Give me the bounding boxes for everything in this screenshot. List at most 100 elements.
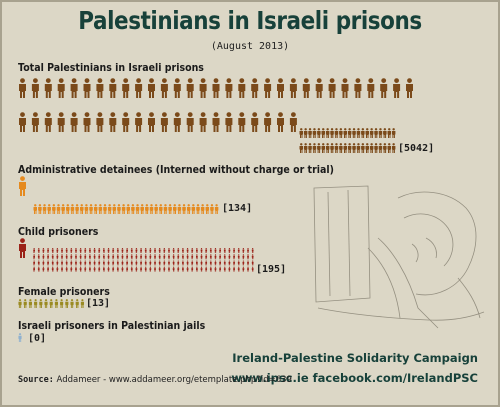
campaign-links[interactable]: www.ipsc.ie facebook.com/IrelandPSC <box>231 371 478 385</box>
person-icon-administrative-small <box>186 204 191 214</box>
person-icon-child-small <box>149 266 152 272</box>
person-icon-child-small <box>33 254 35 260</box>
person-icon-child-small <box>130 260 133 266</box>
person-icon-child-small <box>103 254 105 260</box>
person-icon-child-small <box>84 266 87 272</box>
person-icon-total-small <box>347 143 352 153</box>
person-icon-total-small <box>334 143 339 153</box>
person-icon-female <box>44 299 48 308</box>
person-icon-child-small <box>182 248 184 253</box>
person-icon-child-small <box>228 254 231 260</box>
person-icon-child-small <box>223 248 226 253</box>
person-icon-child-small <box>84 254 87 260</box>
person-icon-total <box>83 78 91 98</box>
person-icon-administrative-small <box>200 204 205 214</box>
person-icon-child-small <box>112 254 115 260</box>
person-icon-child <box>19 238 26 258</box>
person-icon-child-small <box>42 248 45 253</box>
person-icon-total <box>96 112 104 132</box>
person-icon-child-small <box>177 248 180 253</box>
person-icon-child-small <box>79 254 82 260</box>
person-icon-total <box>406 78 413 98</box>
person-icon-child-small <box>177 260 180 266</box>
person-icon-child-small <box>79 266 82 272</box>
person-icon-total-small <box>334 128 339 138</box>
person-icon-child-small <box>70 266 73 272</box>
person-icon-child-small <box>79 248 82 253</box>
person-icon-total <box>380 78 388 98</box>
section-label-administrative: Administrative detainees (Interned witho… <box>18 164 334 176</box>
person-icon-child-small <box>103 266 105 272</box>
person-icon-administrative-small <box>131 204 135 214</box>
person-icon-child-small <box>65 260 68 266</box>
person-icon-child-small <box>65 254 68 260</box>
person-icon-administrative-small <box>52 204 56 214</box>
person-icon-total-small <box>361 143 365 153</box>
person-icon-total <box>160 78 168 98</box>
person-icon-administrative-small <box>154 204 158 214</box>
person-icon-child-small <box>42 266 45 272</box>
person-icon-administrative-small <box>89 204 93 214</box>
person-icon-child-small <box>163 260 166 266</box>
person-icon-child-small <box>168 260 170 266</box>
person-icon-female <box>54 299 58 308</box>
person-icon-child-small <box>121 266 124 272</box>
person-icon-administrative-small <box>163 204 168 214</box>
person-icon-child-small <box>158 248 161 253</box>
person-icon-child-small <box>140 248 142 253</box>
person-icon-total <box>367 78 375 98</box>
person-icon-total <box>19 78 26 98</box>
person-icon-administrative-small <box>84 204 89 214</box>
person-icon-child-small <box>154 266 156 272</box>
person-icon-administrative-small <box>182 204 186 214</box>
person-icon-total <box>96 78 104 98</box>
person-icon-child-small <box>196 254 198 260</box>
person-icon-child-small <box>84 260 87 266</box>
person-icon-child-small <box>98 248 101 253</box>
person-icon-child-small <box>140 266 142 272</box>
person-icon-total-small <box>308 128 312 138</box>
person-icon-female <box>60 299 64 308</box>
person-icon-total-small <box>303 143 308 153</box>
person-icon-female <box>34 299 38 308</box>
person-icon-child-small <box>214 266 217 272</box>
person-icon-total <box>160 112 168 132</box>
person-icon-child-small <box>209 248 212 253</box>
person-icon-child-small <box>237 254 240 260</box>
person-icon-child-small <box>196 260 198 266</box>
person-icon-total <box>289 112 297 132</box>
person-icon-total-small <box>391 143 396 153</box>
person-icon-child-small <box>144 248 147 253</box>
person-icon-child-small <box>149 248 152 253</box>
person-icon-total-small <box>317 143 321 153</box>
person-icon-administrative-small <box>168 204 172 214</box>
person-icon-child-small <box>191 260 194 266</box>
person-icon-child-small <box>247 260 249 266</box>
person-icon-child-small <box>98 254 101 260</box>
person-icon-child-small <box>103 248 105 253</box>
person-icon-administrative-small <box>66 204 70 214</box>
person-icon-child-small <box>219 248 221 253</box>
person-icon-child-small <box>47 260 49 266</box>
person-icon-total <box>70 78 78 98</box>
person-icon-child-small <box>51 266 54 272</box>
person-icon-child-small <box>65 248 68 253</box>
person-icon-total <box>109 112 117 132</box>
person-icon-child-small <box>163 266 166 272</box>
person-icon-child-small <box>196 266 198 272</box>
section-label-total: Total Palestinians in Israeli prisons <box>18 62 204 74</box>
person-icon-total-small <box>369 143 374 153</box>
person-icon-child-small <box>191 266 194 272</box>
person-icon-child-small <box>33 248 35 253</box>
person-icon-administrative-small <box>159 204 163 214</box>
person-icon-child-small <box>93 254 96 260</box>
person-icon-child-small <box>126 260 128 266</box>
person-icon-child-small <box>233 248 235 253</box>
person-icon-child-small <box>98 266 101 272</box>
person-icon-total <box>238 112 246 132</box>
person-icon-child-small <box>163 254 166 260</box>
person-icon-child-small <box>219 266 221 272</box>
person-icon-total-small <box>312 143 317 153</box>
person-icon-child-small <box>61 248 63 253</box>
person-icon-administrative-small <box>98 204 103 214</box>
